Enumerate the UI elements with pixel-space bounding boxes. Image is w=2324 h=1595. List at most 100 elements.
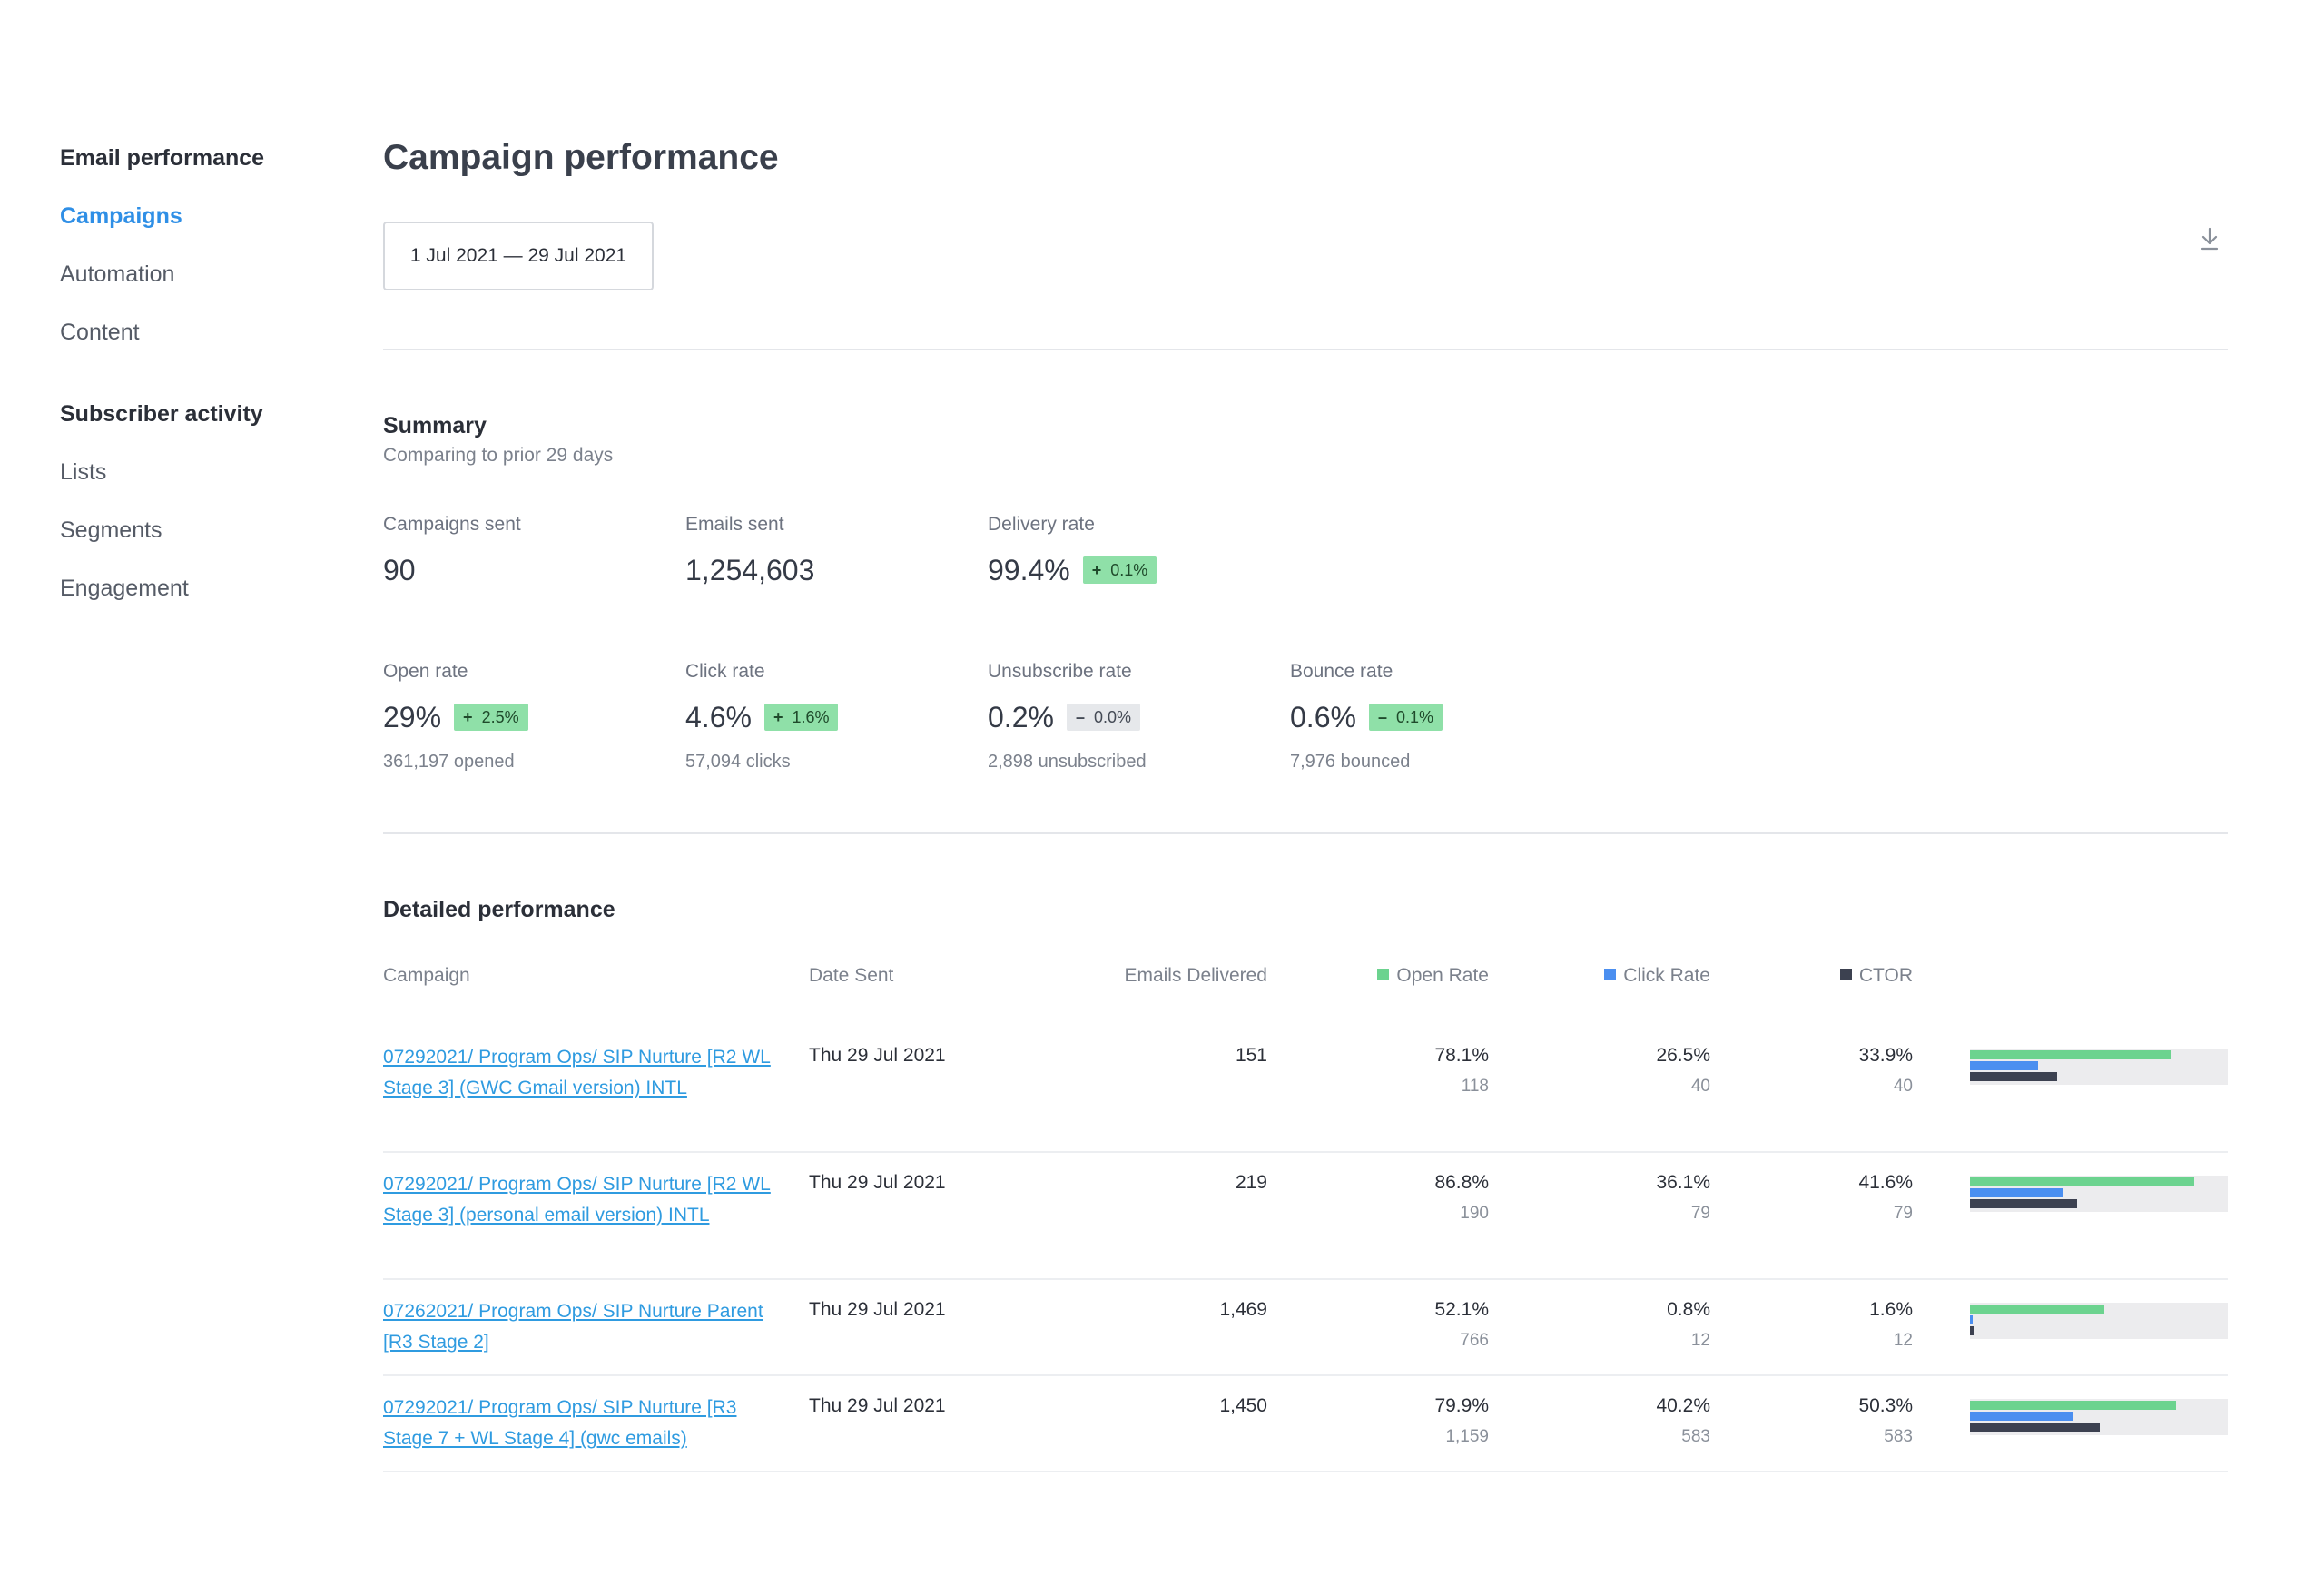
change-value: 1.6% bbox=[792, 707, 830, 726]
metric-value: 4.6% bbox=[685, 700, 752, 734]
metric-value: 0.6% bbox=[1290, 700, 1356, 734]
change-sign: + bbox=[773, 707, 783, 726]
ctor: 41.6% bbox=[1858, 1172, 1913, 1193]
open-rate-legend-icon bbox=[1377, 969, 1390, 980]
column-header-click-rate[interactable]: Click Rate bbox=[1527, 965, 1710, 987]
click-count: 40 bbox=[1690, 1077, 1710, 1096]
column-header-label: CTOR bbox=[1858, 965, 1913, 986]
change-sign: – bbox=[1075, 707, 1085, 726]
date-sent: Thu 29 Jul 2021 bbox=[809, 1172, 946, 1193]
column-header-campaign[interactable]: Campaign bbox=[383, 965, 470, 986]
sidebar-item-segments[interactable]: Segments bbox=[60, 517, 162, 543]
open-count: 1,159 bbox=[1445, 1427, 1489, 1446]
metric-footnote: 7,976 bounced bbox=[1290, 752, 1411, 772]
open-rate-bar bbox=[1970, 1050, 2171, 1059]
click-rate: 26.5% bbox=[1656, 1045, 1710, 1066]
ctor-bar bbox=[1970, 1072, 2058, 1081]
change-sign: + bbox=[1091, 560, 1102, 579]
open-rate-bar bbox=[1970, 1401, 2176, 1410]
sidebar-section-email-performance: Email performance bbox=[60, 145, 265, 171]
sidebar-item-automation[interactable]: Automation bbox=[60, 261, 175, 287]
emails-delivered: 151 bbox=[1235, 1045, 1267, 1066]
click-rate-legend-icon bbox=[1604, 969, 1617, 980]
open-rate: 86.8% bbox=[1434, 1172, 1489, 1193]
change-sign: + bbox=[463, 707, 473, 726]
rate-bars bbox=[1970, 1176, 2228, 1212]
ctor-bar bbox=[1970, 1423, 2100, 1432]
ctor-count: 79 bbox=[1893, 1204, 1913, 1223]
metric-value: 0.2% bbox=[988, 700, 1054, 734]
campaign-link[interactable]: 07292021/ Program Ops/ SIP Nurture [R2 W… bbox=[383, 1047, 771, 1098]
campaign-link[interactable]: 07292021/ Program Ops/ SIP Nurture [R3 S… bbox=[383, 1397, 737, 1449]
metric-value: 99.4% bbox=[988, 553, 1070, 586]
sidebar-item-campaigns[interactable]: Campaigns bbox=[60, 203, 182, 229]
metric-unsubscribe-rate: Unsubscribe rate 0.2% –0.0% 2,898 unsubs… bbox=[988, 661, 1278, 773]
click-rate-bar bbox=[1970, 1412, 2074, 1421]
date-sent: Thu 29 Jul 2021 bbox=[809, 1045, 946, 1066]
sidebar-item-engagement[interactable]: Engagement bbox=[60, 576, 189, 601]
campaign-link[interactable]: 07292021/ Program Ops/ SIP Nurture [R2 W… bbox=[383, 1174, 771, 1226]
metric-delivery-rate: Delivery rate 99.4% +0.1% bbox=[988, 514, 1278, 586]
change-badge: –0.1% bbox=[1368, 704, 1443, 731]
ctor-count: 583 bbox=[1884, 1427, 1913, 1446]
change-value: 0.1% bbox=[1395, 707, 1433, 726]
metric-click-rate: Click rate 4.6% +1.6% 57,094 clicks bbox=[685, 661, 976, 773]
metric-label: Click rate bbox=[685, 661, 765, 682]
rate-bars bbox=[1970, 1399, 2228, 1435]
open-rate: 79.9% bbox=[1434, 1395, 1489, 1416]
page-title: Campaign performance bbox=[383, 138, 779, 177]
click-count: 12 bbox=[1690, 1331, 1710, 1350]
column-header-open-rate[interactable]: Open Rate bbox=[1309, 965, 1489, 987]
detailed-performance-title: Detailed performance bbox=[383, 897, 615, 922]
metric-value: 90 bbox=[383, 553, 416, 586]
download-icon[interactable] bbox=[2199, 225, 2221, 252]
click-rate-bar bbox=[1970, 1061, 2039, 1070]
row-divider bbox=[383, 1278, 2228, 1280]
open-count: 766 bbox=[1460, 1331, 1489, 1350]
column-header-label: Click Rate bbox=[1623, 965, 1710, 986]
metric-label: Bounce rate bbox=[1290, 661, 1393, 682]
summary-title: Summary bbox=[383, 413, 487, 438]
open-count: 118 bbox=[1461, 1077, 1489, 1096]
change-badge: –0.0% bbox=[1066, 704, 1140, 731]
emails-delivered: 1,450 bbox=[1219, 1395, 1267, 1416]
metric-label: Open rate bbox=[383, 661, 468, 682]
metric-value: 1,254,603 bbox=[685, 553, 815, 586]
divider bbox=[383, 832, 2228, 834]
campaign-link[interactable]: 07262021/ Program Ops/ SIP Nurture Paren… bbox=[383, 1301, 763, 1353]
open-rate: 78.1% bbox=[1434, 1045, 1489, 1066]
column-header-emails-delivered[interactable]: Emails Delivered bbox=[1124, 965, 1267, 986]
open-rate-bar bbox=[1970, 1305, 2104, 1314]
change-value: 2.5% bbox=[481, 707, 519, 726]
emails-delivered: 1,469 bbox=[1219, 1299, 1267, 1320]
metric-label: Emails sent bbox=[685, 514, 784, 535]
date-range-picker[interactable]: 1 Jul 2021 — 29 Jul 2021 bbox=[383, 222, 654, 290]
metric-campaigns-sent: Campaigns sent 90 bbox=[383, 514, 674, 586]
click-count: 583 bbox=[1681, 1427, 1710, 1446]
ctor-count: 12 bbox=[1893, 1331, 1913, 1350]
ctor-count: 40 bbox=[1893, 1077, 1913, 1096]
column-header-ctor[interactable]: CTOR bbox=[1745, 965, 1913, 987]
column-header-date-sent[interactable]: Date Sent bbox=[809, 965, 894, 986]
open-rate: 52.1% bbox=[1434, 1299, 1489, 1320]
metric-open-rate: Open rate 29% +2.5% 361,197 opened bbox=[383, 661, 674, 773]
date-sent: Thu 29 Jul 2021 bbox=[809, 1299, 946, 1320]
date-sent: Thu 29 Jul 2021 bbox=[809, 1395, 946, 1416]
rate-bars bbox=[1970, 1049, 2228, 1085]
emails-delivered: 219 bbox=[1235, 1172, 1267, 1193]
change-badge: +0.1% bbox=[1082, 556, 1157, 584]
ctor: 50.3% bbox=[1858, 1395, 1913, 1416]
change-value: 0.1% bbox=[1110, 560, 1148, 579]
click-rate: 40.2% bbox=[1656, 1395, 1710, 1416]
sidebar-item-content[interactable]: Content bbox=[60, 320, 140, 345]
click-count: 79 bbox=[1690, 1204, 1710, 1223]
row-divider bbox=[383, 1151, 2228, 1153]
ctor-bar bbox=[1970, 1326, 1974, 1335]
sidebar-section-subscriber-activity: Subscriber activity bbox=[60, 401, 263, 427]
column-header-label: Open Rate bbox=[1396, 965, 1489, 986]
change-badge: +1.6% bbox=[763, 704, 839, 731]
metric-label: Delivery rate bbox=[988, 514, 1095, 535]
click-rate-bar bbox=[1970, 1315, 1973, 1324]
row-divider bbox=[383, 1471, 2228, 1472]
sidebar-item-lists[interactable]: Lists bbox=[60, 459, 107, 485]
